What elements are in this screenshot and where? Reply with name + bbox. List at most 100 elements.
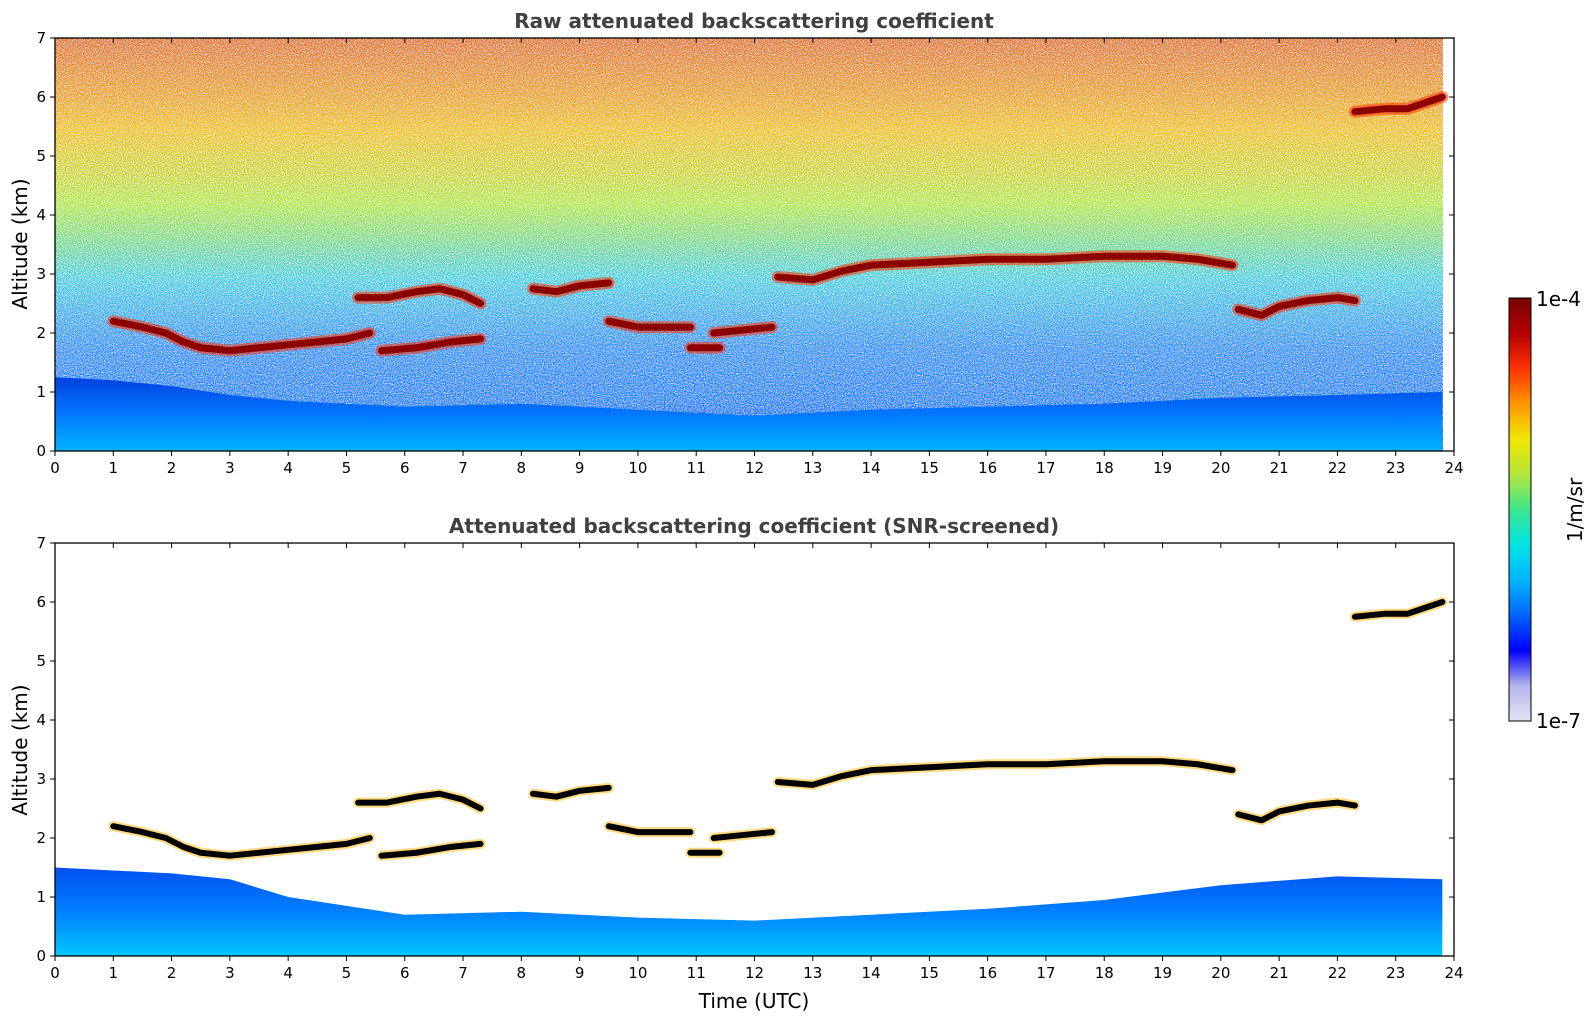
y-tick-label: 6 [36, 88, 46, 106]
x-tick-label: 13 [803, 459, 822, 477]
y-tick-label: 1 [36, 888, 46, 906]
x-tick-label: 10 [628, 964, 647, 982]
x-tick-label: 13 [803, 964, 822, 982]
x-tick-label: 23 [1386, 964, 1405, 982]
cloud-layer [1235, 799, 1358, 824]
cloud-layer [354, 285, 485, 307]
x-tick-label: 0 [50, 459, 60, 477]
colorbar-gradient [1508, 297, 1532, 722]
cloud-layer [355, 790, 484, 812]
x-tick-label: 17 [1036, 459, 1055, 477]
raw-x-ticks: 0 1 2 3 4 5 6 7 8 9 10 11 12 13 14 15 16 17 18 19 20 21 22 23 24 [50, 38, 1464, 477]
cloud-layer [1351, 599, 1446, 620]
screened-boundary-layer [55, 867, 1443, 956]
x-tick-label: 8 [517, 459, 527, 477]
x-tick-label: 22 [1328, 459, 1347, 477]
x-tick-label: 4 [283, 459, 293, 477]
x-tick-label: 12 [745, 459, 764, 477]
cloud-layer [774, 758, 1236, 788]
x-tick-label: 7 [458, 964, 468, 982]
x-tick-label: 6 [400, 964, 410, 982]
x-tick-label: 3 [225, 459, 235, 477]
cloud-layer [710, 323, 776, 337]
cloud-layer [605, 317, 694, 331]
x-tick-label: 18 [1095, 459, 1114, 477]
x-tick-label: 15 [920, 459, 939, 477]
y-tick-label: 1 [36, 383, 46, 401]
y-tick-label: 0 [36, 947, 46, 965]
x-tick-label: 4 [283, 964, 293, 982]
x-tick-label: 21 [1270, 459, 1289, 477]
x-tick-label: 6 [400, 459, 410, 477]
x-tick-label: 15 [920, 964, 939, 982]
x-tick-label: 21 [1270, 964, 1289, 982]
panel-title-screened: Attenuated backscattering coefficient (S… [449, 514, 1059, 538]
x-tick-label: 16 [978, 459, 997, 477]
x-tick-label: 24 [1444, 459, 1463, 477]
x-axis-label: Time (UTC) [698, 989, 810, 1013]
raw-y-ticks: 0 1 2 3 4 5 6 7 [36, 29, 1454, 460]
raw-cloud-layers [107, 91, 1449, 357]
cloud-layer-halo [108, 821, 375, 861]
x-tick-label: 11 [687, 459, 706, 477]
screened-x-ticks: 0 1 2 3 4 5 6 7 8 9 10 11 12 13 14 15 16 17 18 19 20 21 22 23 24 [50, 543, 1464, 982]
x-tick-label: 20 [1211, 964, 1230, 982]
cloud-layer [1234, 294, 1359, 319]
y-tick-label: 3 [36, 265, 46, 283]
y-tick-label: 7 [36, 29, 46, 47]
cloud-layer [109, 317, 374, 355]
cloud-layer [378, 840, 484, 859]
x-tick-label: 14 [862, 964, 881, 982]
cloud-layer [605, 823, 694, 836]
x-tick-label: 16 [978, 964, 997, 982]
x-tick-label: 19 [1153, 964, 1172, 982]
y-tick-label: 5 [36, 652, 46, 670]
colorbar: 1e-4 1e-7 1/m/sr [1508, 287, 1587, 733]
x-tick-label: 14 [862, 459, 881, 477]
y-tick-label: 5 [36, 147, 46, 165]
y-tick-label: 2 [36, 324, 46, 342]
x-tick-label: 5 [342, 459, 352, 477]
x-tick-label: 22 [1328, 964, 1347, 982]
x-tick-label: 2 [167, 964, 177, 982]
cloud-layer [1351, 93, 1446, 116]
x-tick-label: 11 [687, 964, 706, 982]
y-tick-label: 7 [36, 534, 46, 552]
x-tick-label: 19 [1153, 459, 1172, 477]
x-tick-label: 9 [575, 459, 585, 477]
x-tick-label: 10 [628, 459, 647, 477]
cloud-layer [377, 335, 485, 355]
cloud-layer [529, 784, 612, 800]
screened-cloud-layers [108, 597, 1448, 861]
x-tick-label: 1 [109, 964, 119, 982]
cloud-layer [774, 252, 1236, 284]
x-tick-label: 23 [1386, 459, 1405, 477]
x-tick-label: 8 [517, 964, 527, 982]
x-tick-label: 9 [575, 964, 585, 982]
y-axis-label-screened: Altitude (km) [8, 684, 32, 815]
raw-sky-background [55, 38, 1443, 451]
colorbar-min-label: 1e-7 [1536, 709, 1581, 733]
x-tick-label: 18 [1095, 964, 1114, 982]
cloud-layer [110, 823, 373, 859]
colorbar-max-label: 1e-4 [1536, 287, 1581, 311]
x-tick-label: 2 [167, 459, 177, 477]
x-tick-label: 17 [1036, 964, 1055, 982]
x-tick-label: 7 [458, 459, 468, 477]
screened-y-ticks: 0 1 2 3 4 5 6 7 [36, 534, 1454, 965]
y-tick-label: 3 [36, 770, 46, 788]
x-tick-label: 1 [109, 459, 119, 477]
x-tick-label: 3 [225, 964, 235, 982]
panel-title-raw: Raw attenuated backscattering coefficien… [514, 9, 994, 33]
cloud-layer [529, 279, 613, 296]
x-tick-label: 24 [1444, 964, 1463, 982]
x-tick-label: 20 [1211, 459, 1230, 477]
y-axis-label-raw: Altitude (km) [8, 178, 32, 309]
cloud-layer [710, 829, 775, 841]
y-tick-label: 4 [36, 206, 46, 224]
y-tick-label: 6 [36, 593, 46, 611]
x-tick-label: 0 [50, 964, 60, 982]
colorbar-unit-label: 1/m/sr [1563, 477, 1587, 542]
raw-backscatter-panel: Raw attenuated backscattering coefficien… [8, 9, 1464, 477]
